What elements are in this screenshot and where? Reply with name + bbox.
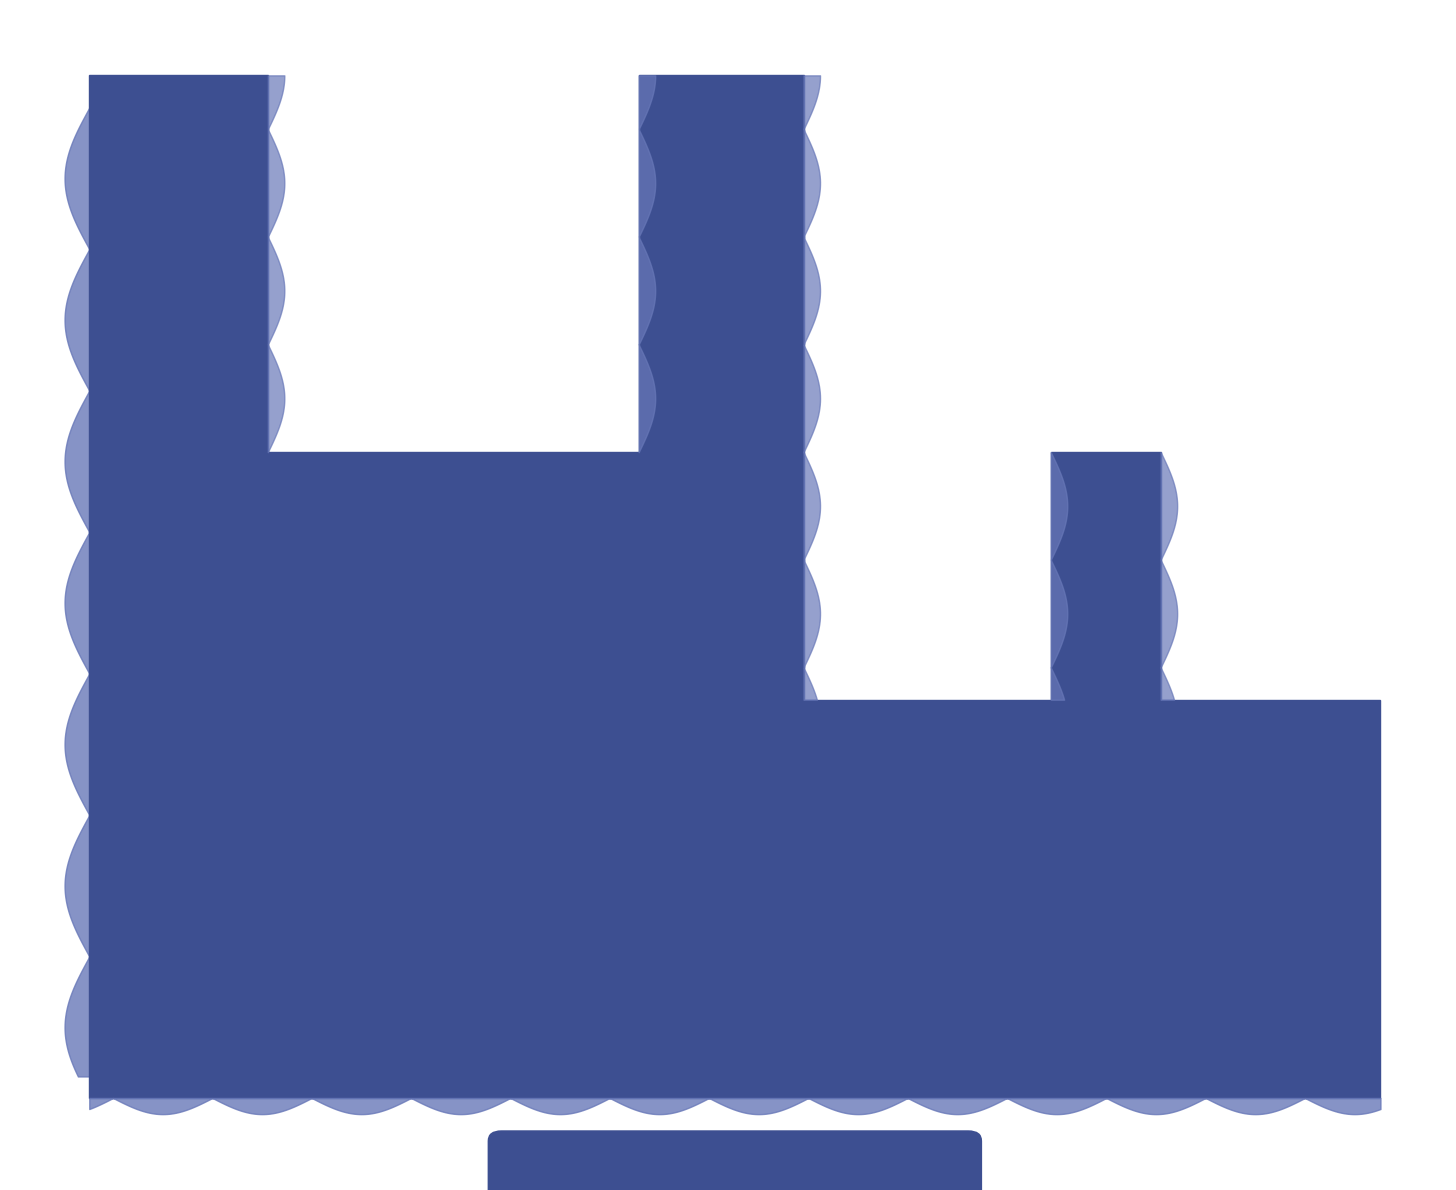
Text: Wavelength (nm): Wavelength (nm)	[628, 1155, 843, 1180]
FancyBboxPatch shape	[488, 1130, 983, 1190]
Polygon shape	[89, 75, 1380, 1098]
